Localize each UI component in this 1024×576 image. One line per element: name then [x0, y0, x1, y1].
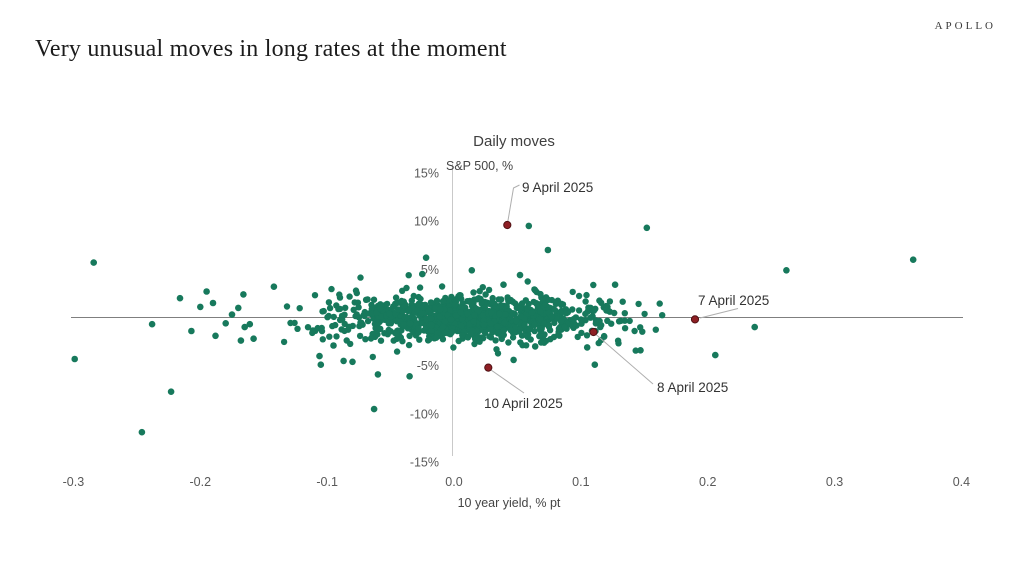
y-axis-title: S&P 500, %	[446, 159, 513, 173]
annotation-leader-line	[699, 308, 739, 319]
scatter-point	[241, 323, 248, 331]
cluster-points	[280, 272, 666, 361]
scatter-point	[583, 344, 591, 351]
y-tick-label: -15%	[410, 456, 439, 470]
scatter-point	[611, 281, 619, 289]
scatter-point	[591, 361, 599, 369]
scatter-point	[374, 371, 382, 378]
scatter-point	[270, 283, 278, 291]
scatter-point	[510, 356, 517, 364]
scatter-point	[419, 270, 426, 278]
y-tick-label: -5%	[417, 359, 439, 373]
scatter-point	[516, 271, 524, 279]
highlighted-point	[503, 220, 512, 230]
y-tick-label: 15%	[414, 166, 439, 180]
scatter-point	[406, 373, 413, 380]
scatter-point	[212, 332, 219, 340]
x-tick-label: 0.0	[445, 475, 462, 489]
scatter-point	[246, 320, 254, 328]
scatter-point	[751, 323, 758, 331]
chart-title: Daily moves	[473, 133, 555, 150]
scatter-point	[637, 347, 644, 354]
highlighted-point	[484, 363, 493, 372]
highlighted-point	[690, 315, 700, 324]
scatter-point	[544, 246, 552, 254]
scatter-point	[222, 320, 229, 327]
scatter-point	[783, 267, 790, 274]
scatter-point	[237, 337, 245, 344]
x-tick-label: 0.2	[699, 475, 716, 489]
scatter-point	[330, 342, 337, 349]
scatter-point	[317, 361, 325, 369]
scatter-point	[340, 357, 347, 365]
scatter-point	[531, 343, 539, 350]
scatter-point	[422, 254, 430, 261]
x-tick-label: 0.4	[953, 475, 970, 489]
scatter-point	[316, 352, 323, 360]
annotation-leader-line	[507, 184, 520, 224]
scatter-point	[90, 259, 97, 266]
x-tick-label: 0.3	[826, 475, 843, 489]
scatter-point	[235, 304, 242, 312]
scatter-point	[643, 224, 651, 232]
annotation-label: 10 April 2025	[484, 396, 563, 411]
x-tick-label: -0.3	[63, 475, 85, 489]
scatter-point	[228, 311, 236, 318]
scatter-point	[370, 405, 378, 413]
scatter-point	[712, 351, 719, 359]
x-tick-label: -0.1	[316, 475, 338, 489]
x-tick-label: -0.2	[190, 475, 212, 489]
scatter-point	[188, 327, 195, 335]
scatter-point	[197, 303, 204, 311]
scatter-point	[250, 335, 257, 343]
outlier-points	[71, 222, 917, 436]
y-tick-label: -10%	[410, 407, 439, 421]
scatter-point	[525, 222, 533, 230]
scatter-point	[349, 358, 356, 366]
x-axis-title: 10 year yield, % pt	[458, 496, 561, 510]
annotation-label: 7 April 2025	[698, 293, 769, 308]
scatter-point	[167, 388, 175, 396]
scatter-point	[138, 428, 146, 436]
scatter-point	[909, 256, 917, 264]
scatter-point	[176, 294, 184, 302]
apollo-logo: APOLLO	[934, 20, 996, 32]
scatter-point	[209, 299, 217, 307]
scatter-point	[468, 267, 476, 274]
scatter-point	[203, 288, 210, 295]
scatter-point	[71, 355, 78, 363]
scatter-point	[240, 291, 247, 298]
annotation-leader-line	[595, 334, 654, 385]
highlighted-point	[589, 327, 598, 337]
y-tick-label: 10%	[414, 215, 439, 229]
x-tick-label: 0.1	[572, 475, 589, 489]
scatter-point	[148, 320, 156, 328]
annotation-label: 9 April 2025	[522, 180, 593, 195]
annotation-leader-line	[490, 369, 525, 394]
page-title: Very unusual moves in long rates at the …	[35, 36, 507, 62]
annotation-label: 8 April 2025	[657, 380, 728, 395]
scatter-point	[500, 281, 507, 289]
